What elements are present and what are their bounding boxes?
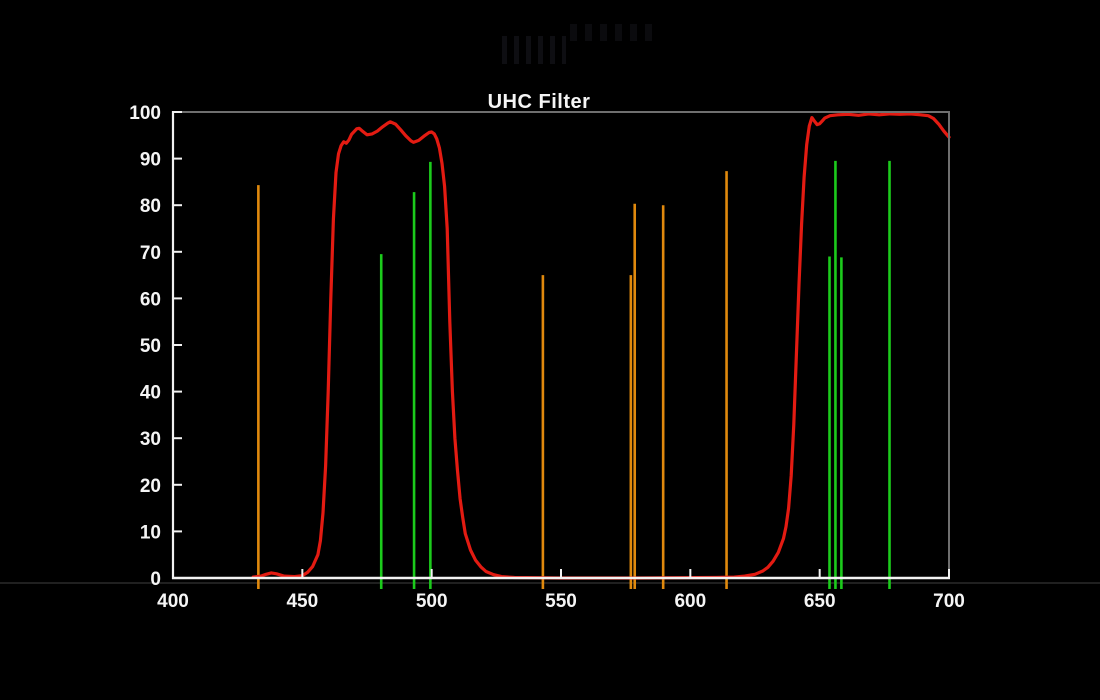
transmission-curve: [251, 112, 951, 580]
x-tick-label-600: 600: [674, 591, 706, 612]
x-tick-label-500: 500: [416, 591, 448, 612]
x-tick-label-700: 700: [933, 591, 965, 612]
y-tick-label-80: 80: [140, 196, 161, 217]
y-tick-label-20: 20: [140, 476, 161, 497]
y-tick-label-0: 0: [150, 569, 161, 590]
x-tick-label-450: 450: [286, 591, 318, 612]
y-tick-label-100: 100: [129, 103, 161, 124]
y-tick-label-50: 50: [140, 336, 161, 357]
y-tick-label-10: 10: [140, 522, 161, 543]
y-tick-label-70: 70: [140, 243, 161, 264]
y-tick-label-60: 60: [140, 289, 161, 310]
x-tick-label-550: 550: [545, 591, 577, 612]
chart-title: UHC Filter: [487, 91, 591, 113]
x-tick-label-400: 400: [157, 591, 189, 612]
y-tick-label-30: 30: [140, 429, 161, 450]
y-tick-label-40: 40: [140, 383, 161, 404]
x-tick-label-650: 650: [804, 591, 836, 612]
y-tick-label-90: 90: [140, 150, 161, 171]
